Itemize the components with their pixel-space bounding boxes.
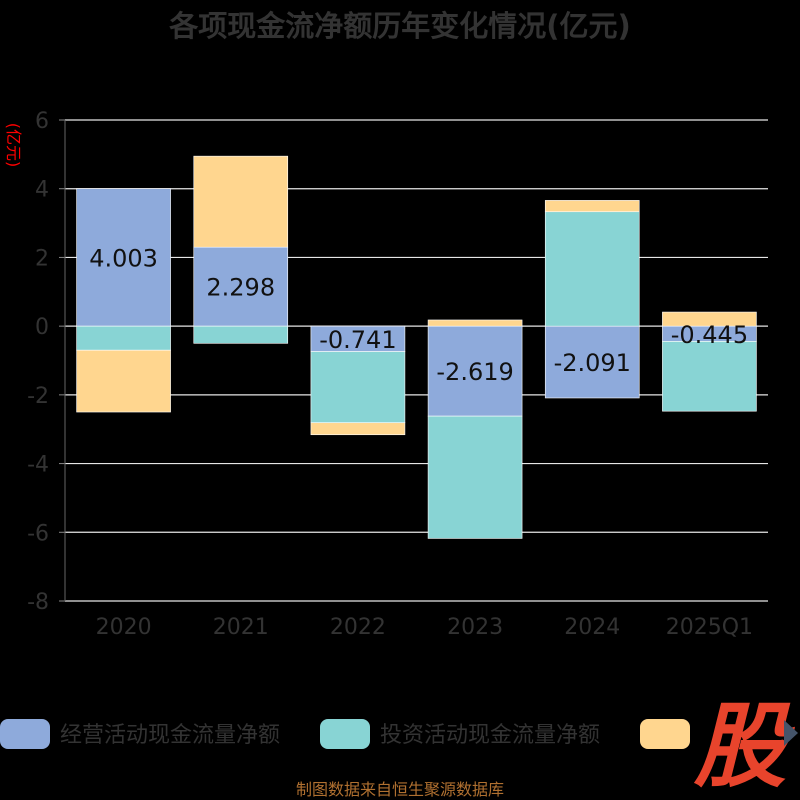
x-tick-label: 2021 [213, 615, 269, 640]
logo-watermark: 股 [693, 693, 795, 800]
bar-segment-1 [427, 325, 523, 417]
bar-segment-1 [544, 325, 640, 399]
bar-segment-3 [662, 311, 757, 327]
x-tick-label: 2025Q1 [666, 615, 753, 640]
source-note: 制图数据来自恒生聚源数据库 [296, 780, 504, 799]
bar-segment-2 [427, 415, 523, 539]
x-tick-label: 2020 [96, 615, 152, 640]
legend-next-arrow-icon[interactable] [784, 720, 798, 746]
bar-segment-3 [310, 422, 406, 436]
y-axis-label: (亿元) [4, 123, 23, 168]
bar-segment-3 [544, 200, 640, 213]
y-tick-label: 4 [35, 178, 49, 203]
chart-title: 各项现金流净额历年变化情况(亿元) [168, 9, 631, 43]
y-tick-label: 2 [35, 246, 49, 271]
legend-label[interactable]: 经营活动现金流量净额 [60, 723, 280, 748]
bar-segment-3 [193, 155, 289, 248]
bar-segment-1 [310, 325, 406, 352]
bar-segment-1 [76, 188, 171, 327]
data-label: -2.619 [436, 358, 513, 386]
bars [76, 155, 757, 539]
bar-segment-2 [76, 325, 171, 351]
y-tick-label: -8 [27, 590, 49, 615]
bar-segment-2 [662, 341, 757, 412]
legend[interactable]: 经营活动现金流量净额 投资活动现金流量净额 [0, 719, 690, 749]
legend-label[interactable]: 投资活动现金流量净额 [380, 723, 600, 748]
x-tick-label: 2022 [330, 615, 386, 640]
y-tick-label: -6 [27, 521, 49, 546]
legend-swatch[interactable] [320, 719, 370, 749]
data-label: -0.741 [319, 326, 396, 354]
bar-segment-3 [427, 319, 523, 327]
x-tick-label: 2024 [564, 615, 620, 640]
bar-segment-3 [76, 349, 171, 413]
data-label: -0.445 [671, 321, 748, 349]
legend-swatch[interactable] [0, 719, 50, 749]
bar-segment-1 [193, 246, 289, 327]
data-label: -2.091 [554, 349, 631, 377]
legend-swatch[interactable] [640, 719, 690, 749]
data-labels: 4.003 2.298 -0.741 -2.619 -2.091 -0.445 [89, 244, 748, 386]
bar-segment-2 [193, 325, 289, 344]
grid [59, 119, 768, 602]
y-tick-label: 6 [35, 109, 49, 134]
y-tick-label: -4 [27, 453, 49, 478]
bar-segment-2 [310, 351, 406, 424]
x-tick-label: 2023 [447, 615, 503, 640]
y-tick-label: -2 [27, 384, 49, 409]
data-label: 4.003 [89, 244, 158, 272]
tick-labels: 6 4 2 0 -2 -4 -6 -8 2020 2021 2022 2023 2024 2025Q1 [27, 109, 753, 640]
data-label: 2.298 [206, 274, 275, 302]
y-tick-label: 0 [35, 315, 49, 340]
bar-segment-2 [544, 211, 640, 327]
